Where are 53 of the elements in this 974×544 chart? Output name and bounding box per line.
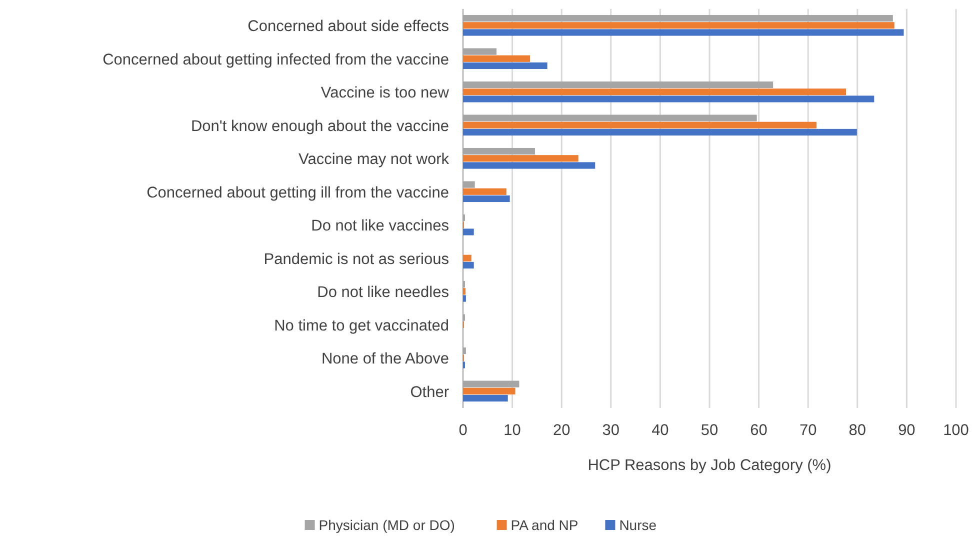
- x-tick-label: 60: [750, 422, 768, 439]
- bar: [463, 394, 508, 402]
- bar: [463, 162, 596, 169]
- bar: [463, 22, 894, 29]
- legend-label: Physician (MD or DO): [318, 517, 455, 533]
- bar: [463, 48, 497, 55]
- y-tick-label: No time to get vaccinated: [274, 317, 449, 334]
- bar: [463, 29, 904, 36]
- x-tick-label: 10: [504, 422, 522, 439]
- bar: [463, 148, 535, 155]
- x-tick-label: 80: [848, 422, 866, 439]
- x-tick-label: 70: [799, 422, 818, 439]
- y-tick-label: Do not like vaccines: [311, 218, 450, 235]
- bar: [463, 81, 774, 88]
- bar: [463, 181, 475, 188]
- bar: [463, 62, 548, 70]
- x-tick-label: 100: [943, 422, 970, 439]
- bar: [463, 155, 578, 162]
- x-tick-label: 30: [602, 422, 620, 439]
- bar: [463, 128, 857, 136]
- bar: [463, 228, 474, 236]
- y-tick-label: Concerned about getting infected from the vaccine: [102, 51, 449, 68]
- x-tick-label: 90: [898, 422, 916, 439]
- legend-label: Nurse: [619, 517, 657, 533]
- y-tick-label: Other: [410, 384, 449, 401]
- x-axis-title: HCP Reasons by Job Category (%): [588, 457, 832, 474]
- bar: [463, 380, 520, 388]
- x-tick-label: 20: [552, 422, 571, 439]
- y-tick-label: Pandemic is not as serious: [264, 250, 450, 268]
- y-tick-label: Vaccine is too new: [320, 84, 450, 102]
- x-tick-label: 0: [458, 422, 468, 439]
- y-tick-label: None of the Above: [321, 350, 449, 368]
- y-tick-label: Concerned about getting ill from the vaccine: [146, 184, 449, 202]
- bar: [463, 122, 816, 128]
- y-tick-label: Don't know enough about the vaccine: [190, 118, 449, 135]
- bar: [463, 347, 466, 354]
- bar: [463, 254, 472, 262]
- bar: [463, 195, 510, 202]
- bar: [463, 388, 516, 394]
- bar: [463, 14, 893, 22]
- bar: [463, 55, 530, 62]
- bar: [463, 96, 874, 102]
- x-tick-label: 50: [700, 422, 718, 439]
- legend-label: PA and NP: [510, 517, 578, 533]
- bar: [463, 114, 757, 122]
- bar: [463, 88, 846, 96]
- y-tick-label: Concerned about side effects: [248, 18, 450, 36]
- bar: [463, 188, 506, 195]
- bar: [463, 295, 466, 302]
- x-tick-label: 40: [652, 422, 670, 439]
- y-tick-label: Do not like needles: [317, 284, 450, 302]
- y-tick-label: Vaccine may not work: [298, 151, 450, 168]
- bar: [463, 262, 474, 269]
